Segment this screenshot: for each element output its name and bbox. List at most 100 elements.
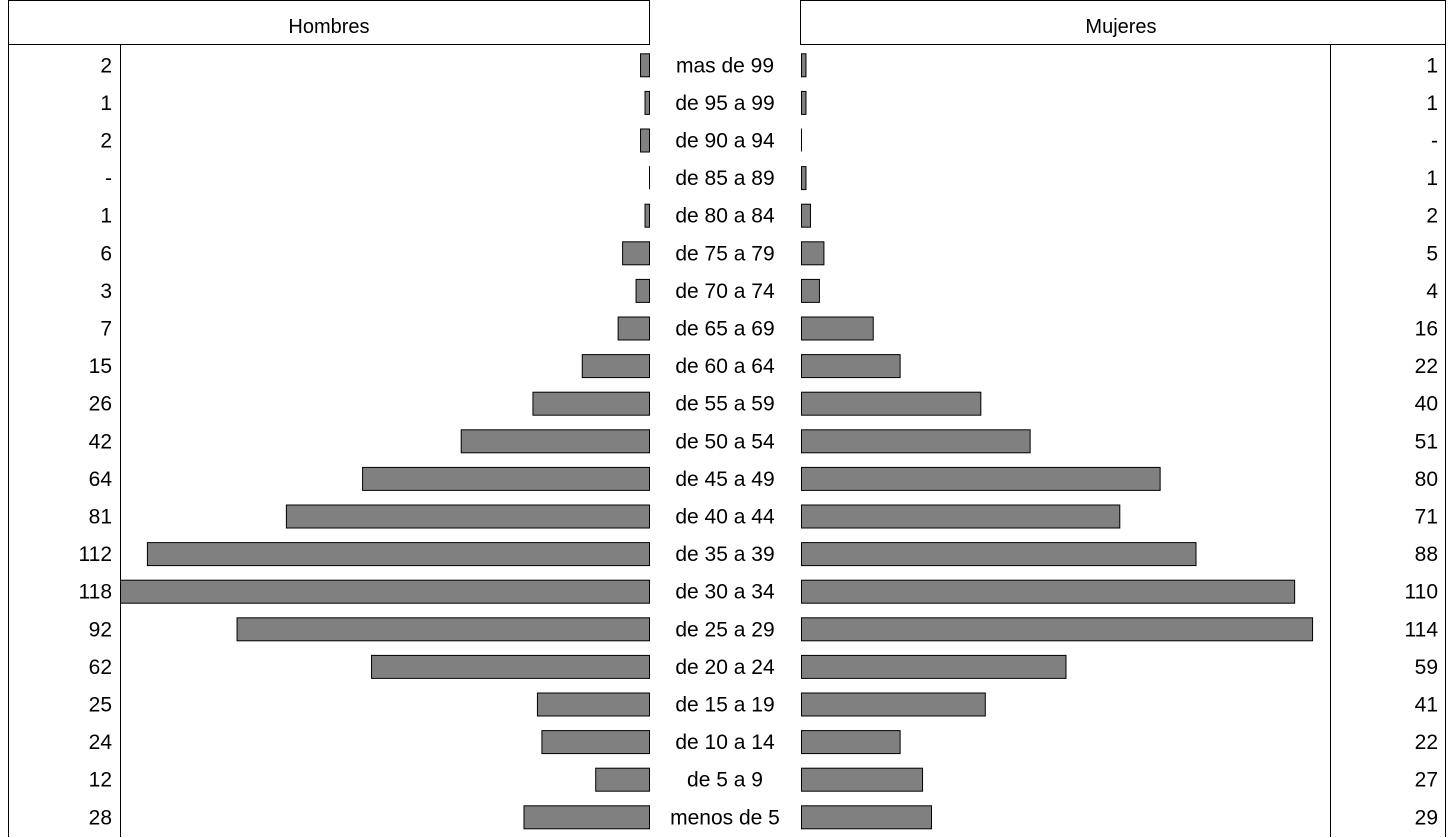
female-value-label: 22 [1415,355,1438,378]
right-header: Mujeres [1085,16,1156,38]
female-bar [801,579,1296,604]
age-row: de 25 a 29 92 114 [89,617,1439,642]
age-row: de 90 a 94 2 - [100,128,1438,153]
right-header-box [800,0,1446,45]
age-row: mas de 99 2 1 [100,53,1438,78]
age-row: menos de 5 28 29 [89,805,1438,830]
male-bar [595,767,650,792]
female-bar [801,53,807,78]
male-bar [617,316,651,341]
age-row: de 45 a 49 64 80 [89,466,1438,491]
female-bar [801,466,1161,491]
male-bar [536,692,650,717]
age-row: de 30 a 34 118 110 [79,579,1438,604]
male-value-label: - [105,167,112,190]
female-value-label: 27 [1415,769,1438,792]
female-bar [801,730,901,755]
age-row: de 95 a 99 1 1 [100,90,1438,115]
female-bar [801,203,811,228]
female-bar [801,278,820,303]
left-header-box [8,0,650,45]
female-value-label: 1 [1426,54,1438,77]
female-value-label: 2 [1426,205,1438,228]
left-header: Hombres [288,16,369,38]
male-value-label: 92 [89,618,112,641]
age-group-label: de 95 a 99 [675,92,774,115]
age-row: de 70 a 74 3 4 [100,278,1438,303]
male-bar [635,278,650,303]
chart-rows: mas de 992 1de 95 a 991 1de 90 a 942 -de 85… [79,53,1439,830]
age-group-label: de 65 a 69 [675,318,774,341]
female-value-label: 5 [1426,242,1438,265]
male-value-label: 26 [89,393,112,416]
male-bar [640,53,650,78]
male-bar [644,90,651,115]
female-bar [801,617,1314,642]
age-group-label: de 5 a 9 [687,769,763,792]
male-bar [622,241,650,266]
male-value-label: 2 [100,130,112,153]
male-value-label: 3 [100,280,112,303]
female-value-label: 4 [1426,280,1438,303]
male-value-label: 1 [100,92,112,115]
age-group-label: de 55 a 59 [675,393,774,416]
female-bar [801,316,874,341]
age-group-label: de 80 a 84 [675,205,775,228]
female-value-label: 1 [1426,92,1438,115]
male-value-label: 1 [100,205,112,228]
age-group-label: de 20 a 24 [675,656,775,679]
male-bar [120,579,650,604]
age-row: de 75 a 79 6 5 [100,241,1438,266]
female-value-label: 114 [1405,618,1439,641]
age-group-label: de 10 a 14 [675,731,775,754]
age-group-label: de 15 a 19 [675,694,774,717]
male-value-label: 28 [89,806,112,829]
female-value-label: 29 [1415,806,1438,829]
female-bar [801,767,924,792]
male-value-label: 81 [89,506,112,529]
age-group-label: de 40 a 44 [675,506,775,529]
age-row: de 85 a 89 - 1 [105,166,1438,191]
chart-frame [8,0,1446,837]
age-row: de 55 a 59 26 40 [89,391,1438,416]
male-value-label: 24 [89,731,113,754]
female-bar [801,654,1067,679]
female-bar [801,166,807,191]
female-bar [801,241,825,266]
female-value-label: 41 [1415,694,1438,717]
male-bar [644,203,651,228]
male-value-label: 42 [89,430,112,453]
age-row: de 10 a 14 24 22 [89,730,1438,755]
male-value-label: 6 [100,242,112,265]
age-group-label: de 70 a 74 [675,280,775,303]
male-value-label: 118 [79,581,112,604]
age-group-label: de 45 a 49 [675,468,774,491]
age-row: de 5 a 9 12 27 [89,767,1438,792]
female-value-label: 40 [1415,393,1438,416]
female-value-label: - [1431,130,1438,153]
female-value-label: 71 [1415,506,1438,529]
age-row: de 20 a 24 62 59 [89,654,1438,679]
male-bar [236,617,650,642]
age-group-label: de 35 a 39 [675,543,774,566]
male-value-label: 64 [89,468,113,491]
female-value-label: 88 [1415,543,1438,566]
age-row: de 35 a 39 112 88 [79,542,1438,567]
male-bar [371,654,650,679]
male-bar [523,805,650,830]
age-group-label: de 30 a 34 [675,581,775,604]
female-bar [801,391,982,416]
age-row: de 15 a 19 25 41 [89,692,1438,717]
female-value-label: 22 [1415,731,1438,754]
age-group-label: de 60 a 64 [675,355,775,378]
female-value-label: 110 [1405,581,1438,604]
male-bar [532,391,650,416]
age-group-label: de 75 a 79 [675,242,774,265]
female-value-label: 80 [1415,468,1438,491]
age-row: de 40 a 44 81 71 [89,504,1438,529]
male-bar [285,504,650,529]
female-bar [801,429,1031,454]
male-value-label: 12 [89,769,112,792]
female-bar [801,805,933,830]
